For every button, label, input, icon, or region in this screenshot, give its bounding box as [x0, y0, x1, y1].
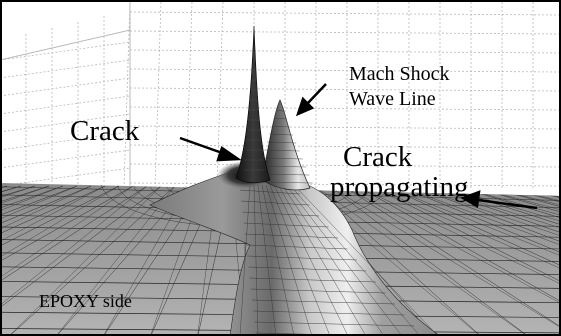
- arrow-crack: [179, 136, 242, 162]
- crack-propagating-label-2: propagating: [330, 171, 469, 203]
- crack-propagating-label-1: Crack: [343, 141, 413, 173]
- crack-label: Crack: [70, 115, 140, 147]
- mach-shock-label: Mach Shock: [349, 63, 450, 85]
- epoxy-side-label: EPOXY side: [39, 291, 132, 311]
- arrow-mach: [295, 83, 327, 117]
- crack-tip-spike: [235, 25, 271, 184]
- mach-ridge-peak: [254, 99, 313, 191]
- wave-line-label: Wave Line: [349, 88, 436, 110]
- arrow-propagating: [460, 190, 538, 210]
